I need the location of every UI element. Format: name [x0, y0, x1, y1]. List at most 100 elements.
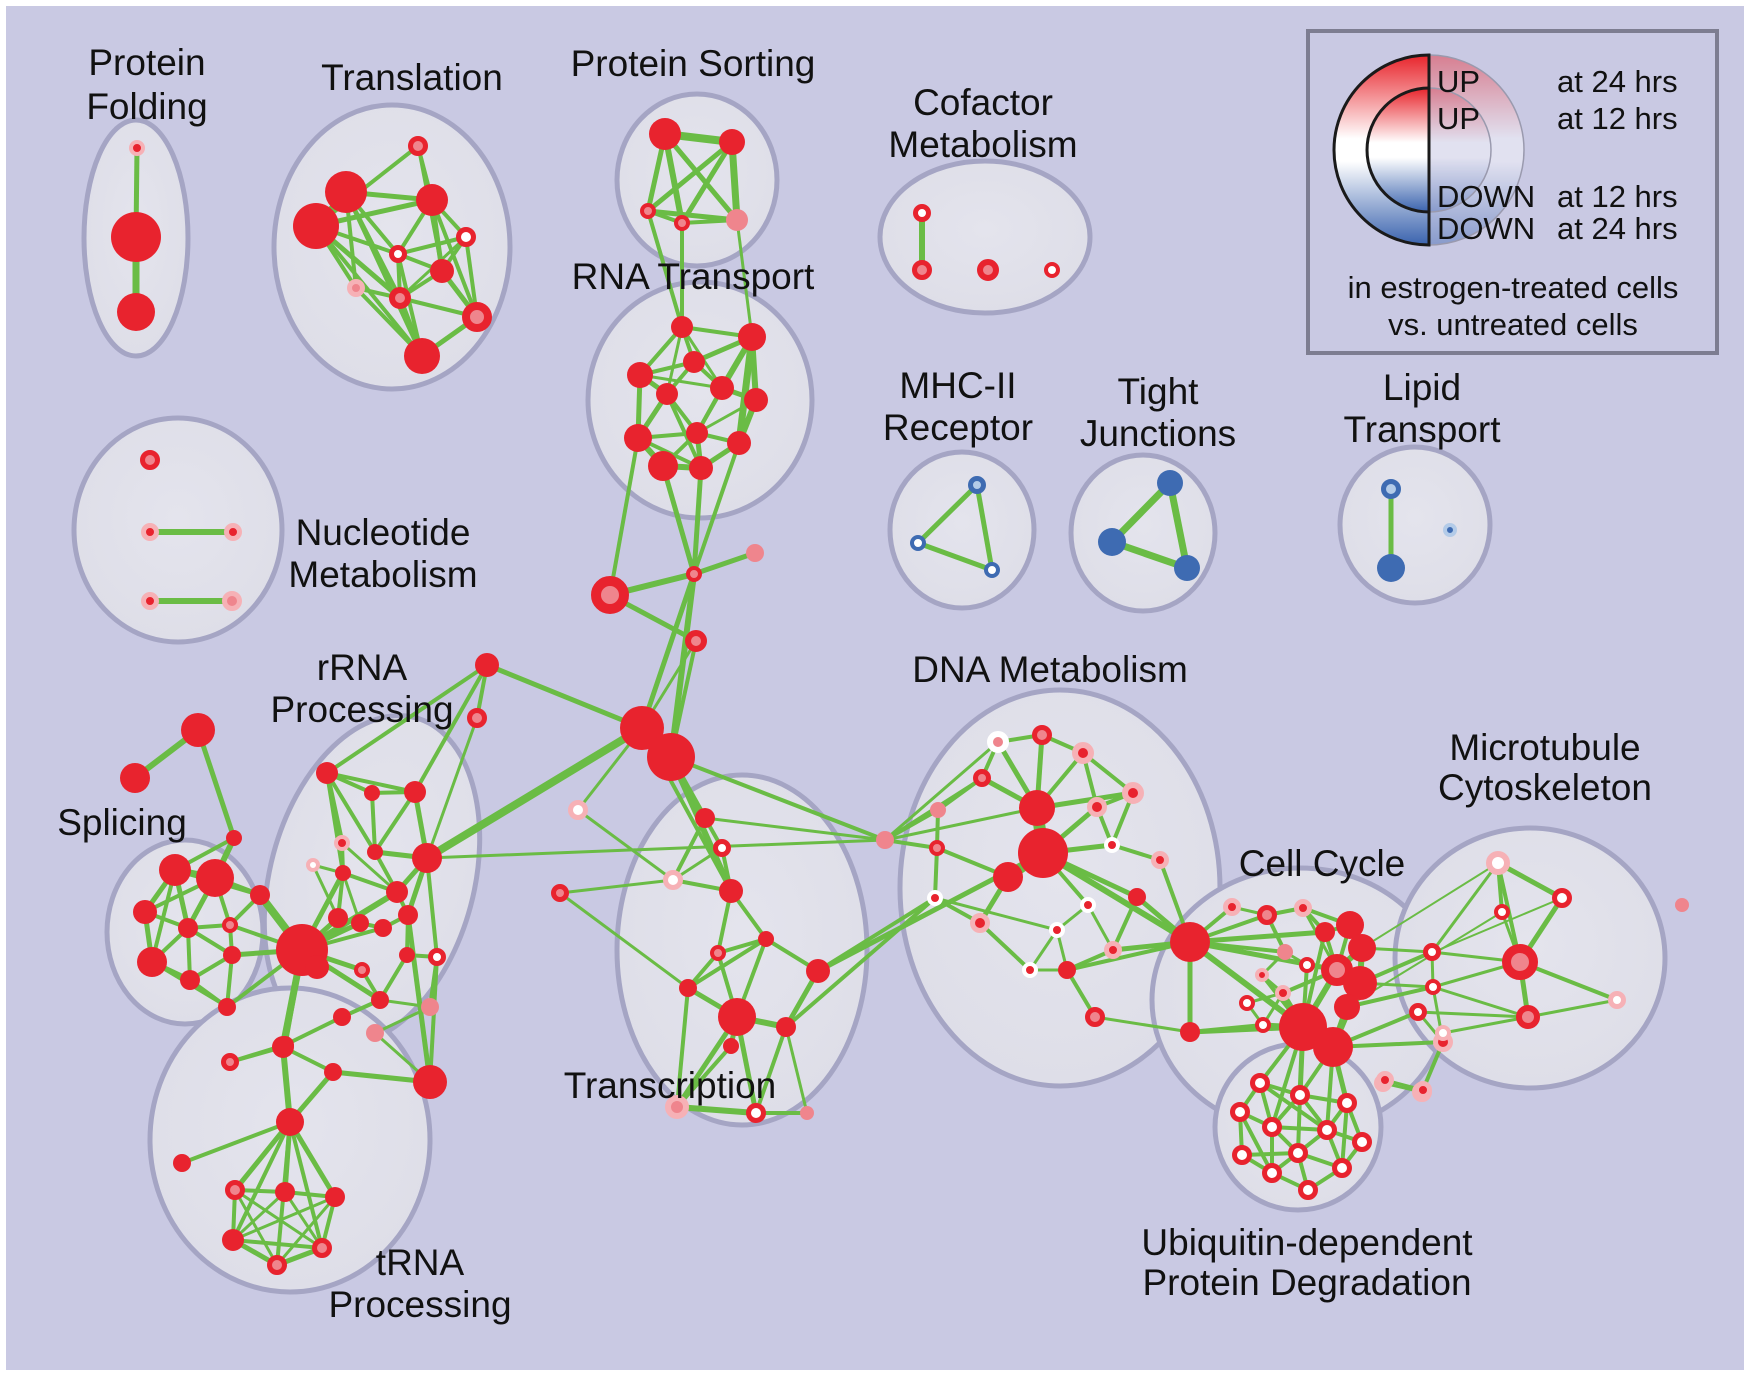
edge-ps2-ps4: [679, 140, 735, 225]
gene-node-dm13: [1128, 888, 1146, 906]
gene-node-cc8: [1277, 944, 1293, 960]
edge-ps3-rt1: [646, 210, 684, 328]
gene-node-tp2: [272, 1036, 294, 1058]
gene-node-rr18: [421, 998, 439, 1016]
gene-node-rr6: [335, 865, 351, 881]
gene-node-tx3: [663, 870, 683, 890]
gene-node-nm4: [141, 592, 159, 610]
legend-outer-left-outline: [1332, 53, 1431, 247]
gene-node-tpr3: [325, 1187, 345, 1207]
edge-mh1-mh3: [974, 484, 995, 571]
gene-node-tx7: [679, 979, 697, 997]
gene-node-rt9: [624, 424, 652, 452]
gene-node-sp3: [133, 900, 157, 924]
cluster-label-trna-processing-line1: Processing: [328, 1284, 511, 1325]
gene-node-t1: [408, 136, 428, 156]
gene-node-ub7: [1352, 1132, 1372, 1152]
gene-node-tp1: [221, 1053, 239, 1071]
cluster-label-rna-transport-line0: RNA Transport: [572, 256, 815, 297]
gene-node-pf2: [111, 212, 161, 262]
gene-node-tpr6: [267, 1255, 287, 1275]
edge-cc15-mc1: [1430, 862, 1500, 953]
cluster-label-microtubule-cytoskeleton-line0: Microtubule: [1449, 727, 1640, 768]
edge-ch1-br1: [486, 662, 643, 731]
cluster-label-mhc-ii-receptor-line0: MHC-II: [899, 365, 1016, 406]
gene-node-mh2: [910, 535, 926, 551]
gene-node-mc1: [1486, 851, 1510, 875]
edge-rt9-cn3: [608, 437, 640, 596]
legend-key-0: UP: [1437, 64, 1480, 99]
gene-node-mc7: [1608, 991, 1626, 1009]
gene-node-rr13: [398, 905, 418, 925]
cluster-label-lipid-transport-line1: Transport: [1344, 409, 1502, 450]
cluster-label-lipid-transport-line0: Lipid: [1383, 367, 1461, 408]
cluster-label-trna-processing-line0: tRNA: [376, 1242, 465, 1283]
edge-cc5-mc1: [1361, 862, 1499, 949]
cluster-label-protein-folding-line1: Folding: [86, 86, 207, 127]
gene-node-t11: [404, 338, 440, 374]
gene-node-ub14: [1414, 1081, 1432, 1099]
edge-rr8-dmc: [426, 838, 886, 860]
gene-node-tx4: [719, 879, 743, 903]
gene-node-ch2: [647, 733, 695, 781]
gene-node-tx12: [665, 1095, 689, 1119]
edge-rt11-cn1: [660, 465, 697, 575]
gene-node-rr15: [399, 947, 415, 963]
edge-mc6-mc8: [1442, 1015, 1529, 1035]
gene-node-ps1: [649, 118, 681, 150]
edge-cc14-cc16: [1346, 985, 1434, 1009]
edge-tpr2-tpr4: [231, 1190, 287, 1242]
gene-node-cc11: [1239, 995, 1255, 1011]
gene-node-rr9: [386, 881, 408, 903]
gene-node-rt11: [648, 451, 678, 481]
gene-node-tp4: [366, 1024, 384, 1042]
edge-tx9-tx14: [784, 1026, 809, 1114]
gene-node-rr2: [364, 785, 380, 801]
gene-node-rt1: [671, 316, 693, 338]
gene-node-sp1: [159, 854, 191, 886]
edge-dmc-dmh1: [884, 806, 1038, 842]
edge-rt12-cn1: [691, 467, 704, 575]
cluster-label-splicing-line0: Splicing: [57, 802, 187, 843]
edge-cn1-ch1: [639, 573, 697, 729]
edge-tx1-dmc: [704, 816, 886, 842]
edge-ps3-ps5: [647, 208, 738, 223]
gene-node-rr1: [316, 762, 338, 784]
gene-node-tpr4: [222, 1229, 244, 1251]
gene-node-ps5: [726, 209, 748, 231]
node-layer: [111, 118, 1689, 1275]
gene-node-dm11: [927, 890, 943, 906]
edge-cc21-cc12: [1189, 1023, 1264, 1034]
gene-node-mc2: [1552, 888, 1572, 908]
edge-dm17-dmc2: [1066, 940, 1191, 972]
gene-node-tx5: [758, 931, 774, 947]
edge-rt10-cn1: [692, 442, 741, 575]
edge-tphub-tpr5: [288, 1121, 324, 1249]
edge-dm13-dm16: [1111, 896, 1139, 951]
edge-ps2-ps3: [646, 140, 734, 213]
gene-node-sp5: [222, 917, 238, 933]
gene-node-ub12: [1298, 1180, 1318, 1200]
gene-node-rr11: [351, 914, 369, 932]
gene-node-rt8: [686, 422, 708, 444]
gene-node-dm15: [1049, 922, 1065, 938]
edge-dm4-dm5: [936, 776, 984, 812]
gene-node-mc8: [1435, 1025, 1451, 1041]
gene-node-spa: [181, 713, 215, 747]
edge-tx1-tx3: [671, 817, 707, 881]
legend-time-0: at 24 hrs: [1557, 64, 1678, 99]
gene-node-br4: [551, 884, 569, 902]
legend-footer-0: in estrogen-treated cells: [1348, 270, 1679, 305]
edge-tx9-dm11: [784, 896, 937, 1029]
edge-rr19-rr20: [284, 1015, 343, 1047]
gene-node-lt2: [1377, 554, 1405, 582]
gene-node-tpr2: [275, 1182, 295, 1202]
legend-key-2: DOWN: [1437, 179, 1535, 214]
cluster-label-cofactor-metabolism-line1: Metabolism: [888, 124, 1077, 165]
gene-node-t5: [456, 227, 476, 247]
cluster-label-translation-line0: Translation: [321, 57, 503, 98]
gene-node-ub3: [1337, 1093, 1357, 1113]
edge-ub1-ub6: [1258, 1081, 1329, 1132]
gene-node-rr12: [374, 919, 392, 937]
edge-mh2-mh3: [917, 540, 993, 573]
